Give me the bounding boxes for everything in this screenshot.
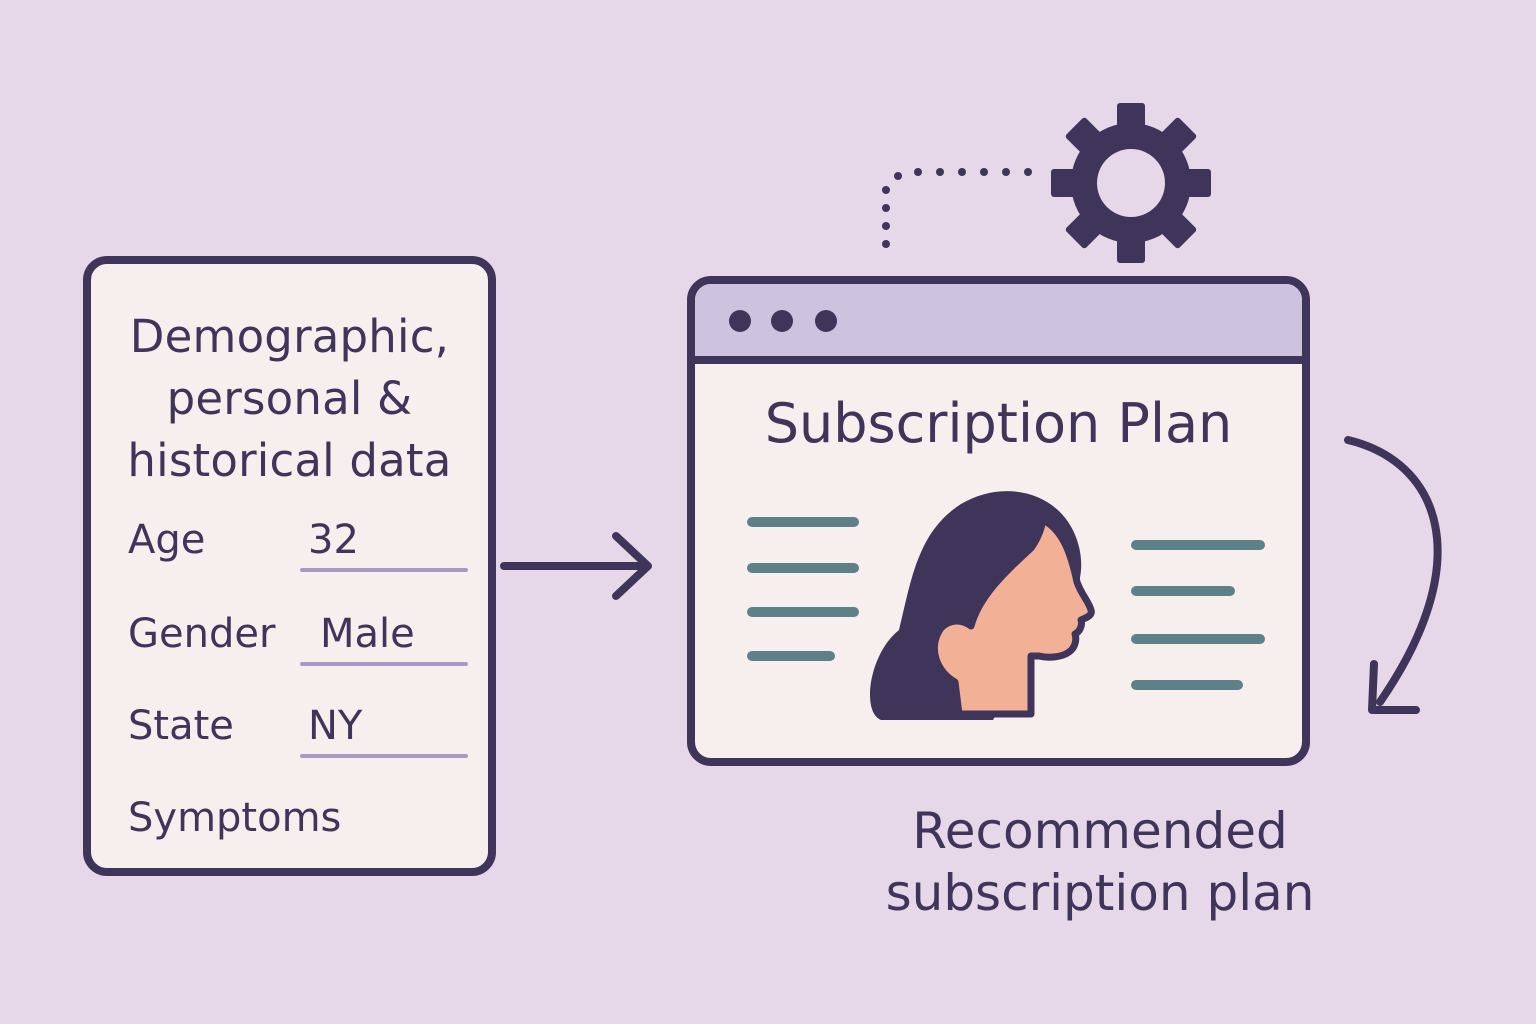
input-data-card: Demographic, personal & historical data … <box>83 256 496 876</box>
dotted-connector <box>882 168 1032 248</box>
text-placeholder-line <box>1131 540 1265 550</box>
input-card-title: Demographic, personal & historical data <box>91 306 488 492</box>
subscription-plan-title: Subscription Plan <box>764 392 1233 455</box>
input-card-title-line-1: Demographic, <box>129 310 450 363</box>
arrow-right-icon <box>500 532 652 600</box>
field-value-gender: Male <box>320 611 415 657</box>
field-underline-gender <box>300 662 468 666</box>
text-placeholder-line <box>747 651 835 661</box>
browser-title-bar <box>695 284 1302 364</box>
text-placeholder-line <box>747 563 859 573</box>
field-label-symptoms: Symptoms <box>128 795 342 841</box>
input-card-title-line-2: personal & <box>166 372 413 425</box>
field-value-age: 32 <box>308 517 359 563</box>
person-profile-icon <box>869 491 1095 720</box>
browser-dot-icon <box>815 310 837 332</box>
gear-icon <box>1051 103 1211 263</box>
text-placeholder-line <box>747 517 859 527</box>
browser-dot-icon <box>771 310 793 332</box>
field-value-state: NY <box>308 703 363 749</box>
field-underline-state <box>300 754 468 758</box>
field-label-age: Age <box>128 517 206 563</box>
text-placeholder-line <box>1131 586 1235 596</box>
text-placeholder-line <box>1131 634 1265 644</box>
curved-arrow-icon <box>1344 436 1442 714</box>
browser-dot-icon <box>729 310 751 332</box>
input-card-title-line-3: historical data <box>127 434 452 487</box>
text-placeholder-line <box>1131 680 1243 690</box>
text-placeholder-line <box>747 607 859 617</box>
field-label-gender: Gender <box>128 611 276 657</box>
field-label-state: State <box>128 703 234 749</box>
caption-line-2: subscription plan <box>885 864 1315 922</box>
subscription-plan-window: Subscription Plan <box>687 276 1310 766</box>
field-underline-age <box>300 568 468 572</box>
caption-line-1: Recommended <box>912 802 1288 860</box>
recommendation-caption: Recommended subscription plan <box>840 800 1360 924</box>
